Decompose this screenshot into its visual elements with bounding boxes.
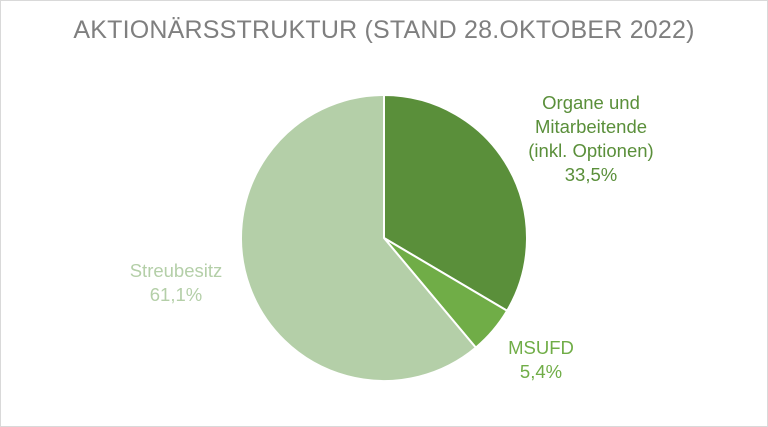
chart-title: AKTIONÄRSSTRUKTUR (STAND 28.OKTOBER 2022… bbox=[73, 16, 695, 44]
label-value: 33,5% bbox=[565, 164, 617, 185]
pie-slice-organe-mitarbeitende bbox=[383, 94, 528, 312]
label-value: 61,1% bbox=[150, 284, 202, 305]
pie-slice-streubesitz bbox=[240, 94, 477, 382]
data-label-organe-mitarbeitende: Organe und Mitarbeitende (inkl. Optionen) 3… bbox=[528, 92, 653, 185]
label-name-line: Mitarbeitende bbox=[535, 116, 647, 137]
label-name-line: MSUFD bbox=[508, 337, 574, 358]
data-label-msufd: MSUFD 5,4% bbox=[508, 337, 574, 382]
label-name-line: Organe und bbox=[542, 92, 640, 113]
label-name-line: Streubesitz bbox=[130, 260, 223, 281]
data-label-streubesitz: Streubesitz 61,1% bbox=[130, 260, 223, 305]
label-value: 5,4% bbox=[520, 361, 562, 382]
label-name-line: (inkl. Optionen) bbox=[528, 140, 653, 161]
